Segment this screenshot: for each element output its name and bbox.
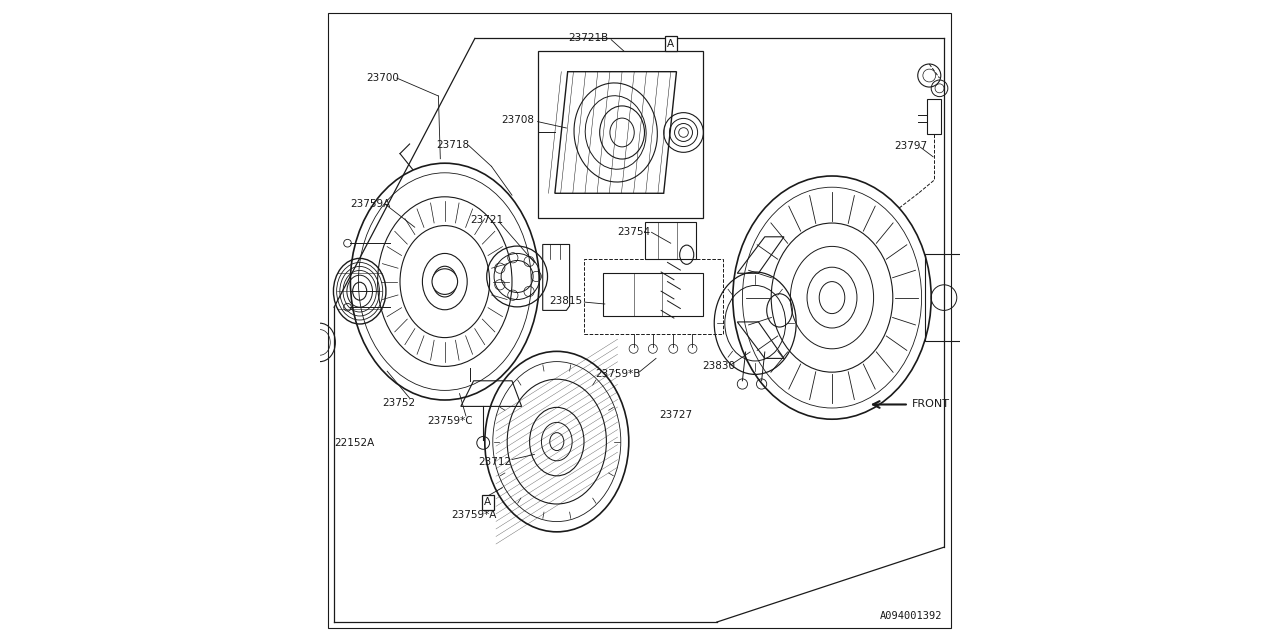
Text: 23830: 23830 [703,361,736,371]
Text: FRONT: FRONT [911,399,950,410]
Circle shape [433,269,458,294]
Text: 23718: 23718 [436,140,470,150]
Text: 23708: 23708 [502,115,534,125]
Text: 22152A: 22152A [334,438,374,448]
Text: 23721: 23721 [471,215,503,225]
Text: A: A [484,497,492,508]
Text: 23752: 23752 [383,398,416,408]
Text: 23759*B: 23759*B [595,369,640,380]
Text: 23759*C: 23759*C [428,416,474,426]
Text: 23759A: 23759A [351,198,390,209]
Text: 23797: 23797 [895,141,928,151]
Text: 23815: 23815 [549,296,582,306]
Text: 23754: 23754 [618,227,650,237]
Bar [538,51,703,218]
Text: 23727: 23727 [659,410,692,420]
Text: 23700: 23700 [366,73,399,83]
Text: 23759*A: 23759*A [452,509,497,520]
Bar [584,259,723,334]
Text: 23721B: 23721B [568,33,608,44]
Text: A: A [667,38,675,49]
Bar [603,273,703,316]
Text: 23712: 23712 [479,457,512,467]
Text: A094001392: A094001392 [879,611,942,621]
Bar [645,222,696,259]
